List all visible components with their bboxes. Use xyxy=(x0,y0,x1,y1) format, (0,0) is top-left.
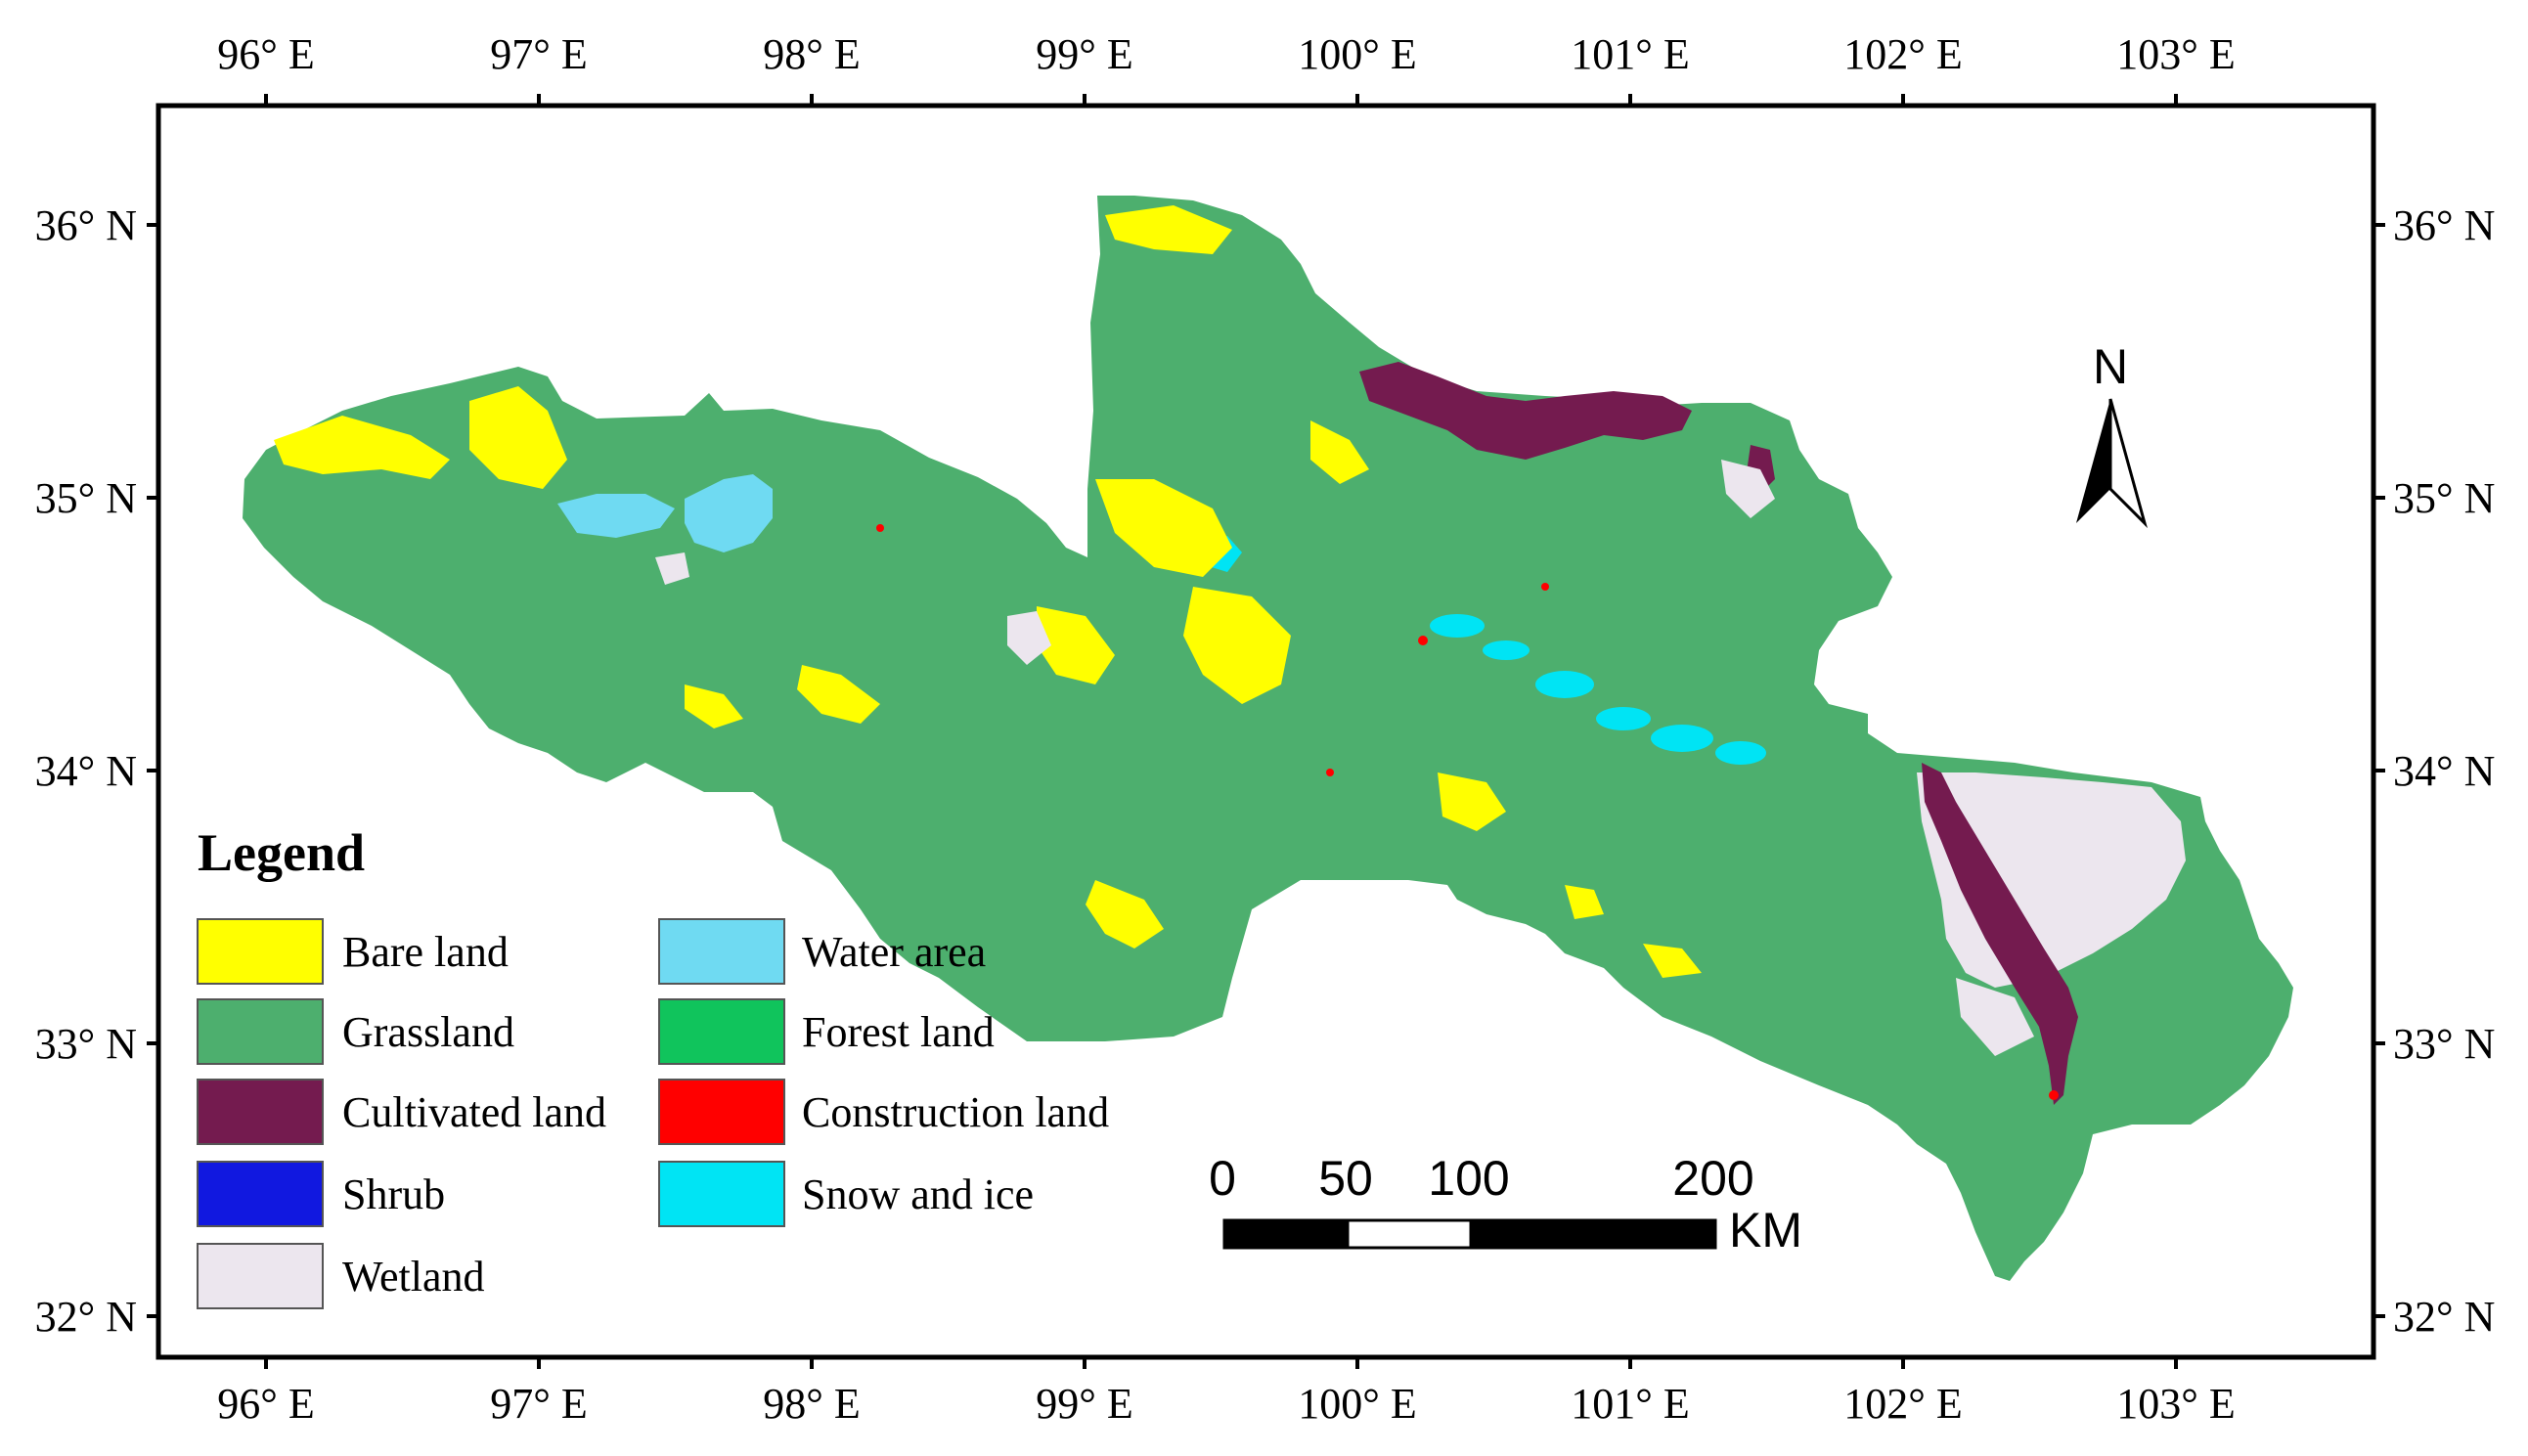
legend-label: Shrub xyxy=(342,1170,445,1218)
lon-label: 96° E xyxy=(217,30,314,78)
lat-label: 33° N xyxy=(2393,1020,2495,1068)
legend-label: Bare land xyxy=(342,928,509,976)
north-label: N xyxy=(2093,339,2128,394)
scale-label: 50 xyxy=(1318,1151,1373,1206)
scale-segment-2 xyxy=(1346,1218,1473,1250)
scale-segment-1 xyxy=(1222,1218,1350,1250)
legend-label: Snow and ice xyxy=(802,1170,1034,1218)
lon-label: 102° E xyxy=(1843,30,1962,78)
legend-item-cultivated-land: Cultivated land xyxy=(197,1079,606,1145)
legend-item-grassland: Grassland xyxy=(197,998,514,1065)
legend-swatch xyxy=(197,1161,324,1227)
lon-label: 97° E xyxy=(490,1380,587,1428)
cultivated-strip-southeast xyxy=(1922,763,2078,1105)
cultivated-patch-north xyxy=(1359,362,1692,460)
legend-label: Water area xyxy=(802,928,986,976)
scale-segment-3 xyxy=(1469,1218,1717,1250)
lon-label: 101° E xyxy=(1571,30,1689,78)
legend-item-forest-land: Forest land xyxy=(658,998,995,1065)
north-arrow: N xyxy=(2076,339,2148,529)
scale-label: 200 xyxy=(1672,1151,1753,1206)
map-frame xyxy=(155,103,2376,1360)
lat-label: 35° N xyxy=(2393,474,2495,522)
legend-item-bare-land: Bare land xyxy=(197,918,509,985)
frame-ticks xyxy=(147,94,2385,1369)
legend-label: Cultivated land xyxy=(342,1088,606,1136)
basin-region xyxy=(243,196,2293,1281)
legend-item-shrub: Shrub xyxy=(197,1161,445,1227)
legend-swatch xyxy=(658,1161,785,1227)
lon-label: 100° E xyxy=(1298,1380,1416,1428)
scale-label: 0 xyxy=(1209,1151,1236,1206)
lon-label: 99° E xyxy=(1036,1380,1132,1428)
lat-labels-right: 36° N 35° N 34° N 33° N 32° N xyxy=(2393,201,2495,1341)
legend-label: Construction land xyxy=(802,1088,1109,1136)
water-lake-center xyxy=(685,474,773,552)
wetland-patches xyxy=(655,460,2034,1056)
scale-label: 100 xyxy=(1428,1151,1509,1206)
water-lake-west xyxy=(557,494,675,538)
legend-swatch xyxy=(658,1079,785,1145)
lon-label: 98° E xyxy=(763,30,860,78)
legend-swatch xyxy=(197,998,324,1065)
lat-label: 32° N xyxy=(35,1293,137,1341)
lat-label: 32° N xyxy=(2393,1293,2495,1341)
lon-label: 101° E xyxy=(1571,1380,1689,1428)
lon-label: 100° E xyxy=(1298,30,1416,78)
lat-label: 35° N xyxy=(35,474,137,522)
lon-label: 99° E xyxy=(1036,30,1132,78)
scale-unit: KM xyxy=(1729,1203,1802,1257)
lat-labels-left: 36° N 35° N 34° N 33° N 32° N xyxy=(35,201,137,1341)
legend-swatch xyxy=(197,1243,324,1309)
scale-bar: 0 50 100 200 KM xyxy=(1209,1151,1802,1257)
lon-labels-top: 96° E 97° E 98° E 99° E 100° E 101° E 10… xyxy=(217,30,2235,78)
legend-item-snow-and-ice: Snow and ice xyxy=(658,1161,1034,1227)
north-arrow-icon xyxy=(2076,399,2110,523)
bare-land-patches xyxy=(274,205,1702,978)
lon-label: 103° E xyxy=(2116,1380,2235,1428)
legend-label: Forest land xyxy=(802,1008,995,1056)
lon-label: 98° E xyxy=(763,1380,860,1428)
legend-label: Grassland xyxy=(342,1008,514,1056)
legend-swatch xyxy=(658,998,785,1065)
lon-label: 96° E xyxy=(217,1380,314,1428)
lon-label: 102° E xyxy=(1843,1380,1962,1428)
lon-label: 97° E xyxy=(490,30,587,78)
legend-swatch xyxy=(658,918,785,985)
lat-label: 36° N xyxy=(35,201,137,249)
lon-label: 103° E xyxy=(2116,30,2235,78)
legend-item-wetland: Wetland xyxy=(197,1243,485,1309)
lat-label: 34° N xyxy=(35,747,137,795)
legend: Legend Bare land Grassland Cultivated la… xyxy=(197,823,1109,1309)
construction-spots xyxy=(876,524,2059,1100)
legend-swatch xyxy=(197,918,324,985)
snow-ice-patches xyxy=(1430,614,1766,765)
legend-swatch xyxy=(197,1079,324,1145)
lon-labels-bottom: 96° E 97° E 98° E 99° E 100° E 101° E 10… xyxy=(217,1380,2235,1428)
legend-label: Wetland xyxy=(342,1253,485,1301)
lat-label: 34° N xyxy=(2393,747,2495,795)
legend-title: Legend xyxy=(198,823,365,882)
lat-label: 33° N xyxy=(35,1020,137,1068)
legend-item-water-area: Water area xyxy=(658,918,986,985)
legend-item-construction-land: Construction land xyxy=(658,1079,1109,1145)
lat-label: 36° N xyxy=(2393,201,2495,249)
